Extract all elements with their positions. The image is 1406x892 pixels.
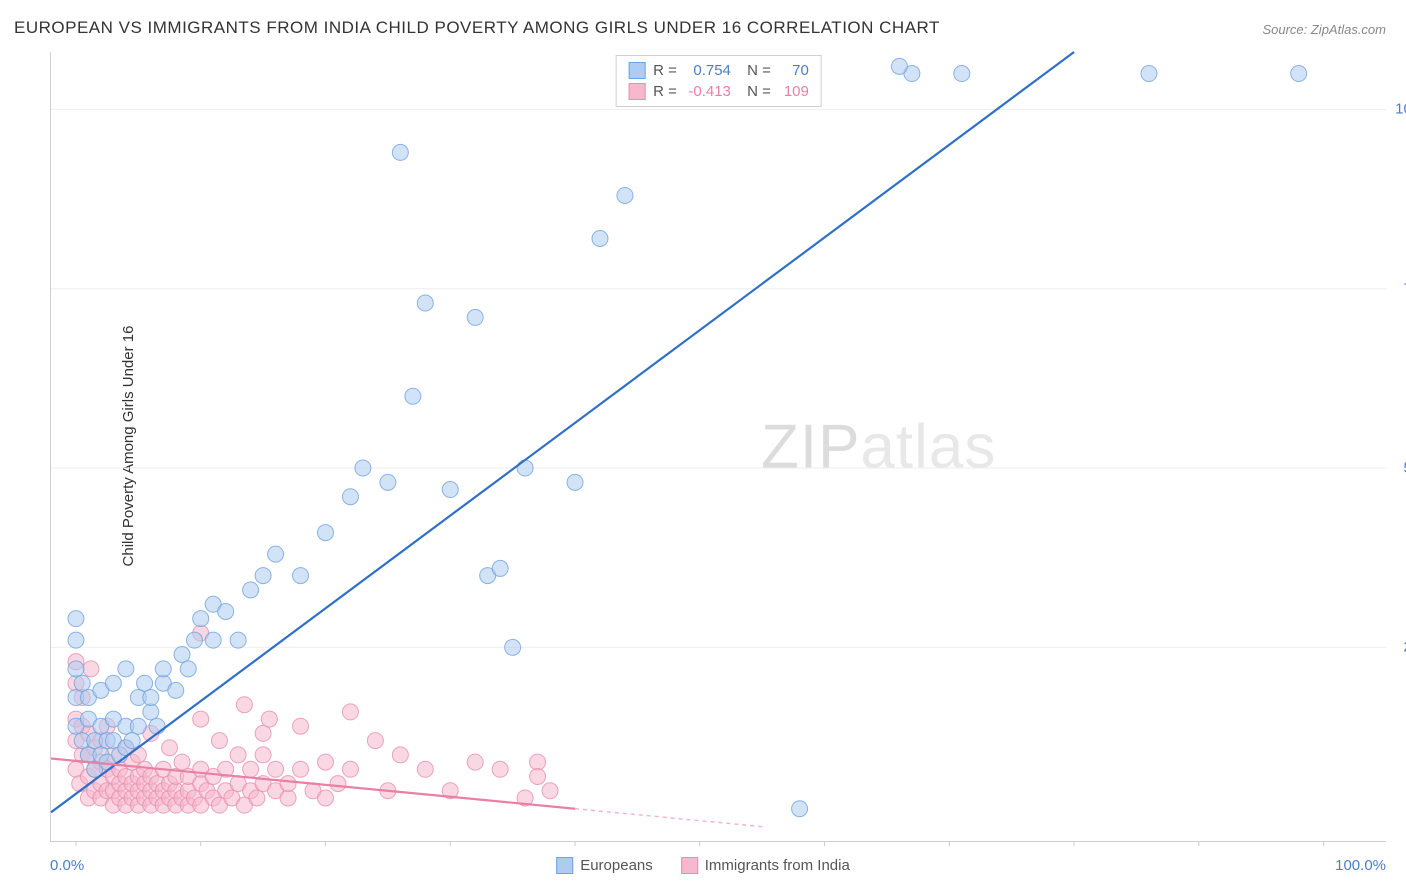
legend-label-india: Immigrants from India (705, 857, 850, 874)
stats-swatch-pink (628, 83, 645, 100)
n-label: N = (747, 60, 771, 81)
chart-container: EUROPEAN VS IMMIGRANTS FROM INDIA CHILD … (0, 0, 1406, 892)
n-label-2: N = (747, 81, 771, 102)
r-label: R = (653, 60, 677, 81)
stats-row-europeans: R = 0.754 N = 70 (628, 60, 809, 81)
r-value-europeans: 0.754 (683, 60, 731, 81)
legend-item-india: Immigrants from India (681, 857, 850, 874)
x-axis-min-label: 0.0% (50, 857, 84, 874)
plot-area: ZIPatlas R = 0.754 N = 70 R = -0.413 N =… (50, 52, 1386, 842)
source-value: ZipAtlas.com (1311, 22, 1386, 37)
chart-title: EUROPEAN VS IMMIGRANTS FROM INDIA CHILD … (14, 18, 940, 38)
r-label-2: R = (653, 81, 677, 102)
legend-item-europeans: Europeans (556, 857, 653, 874)
source-label: Source: (1262, 22, 1310, 37)
n-value-europeans: 70 (777, 60, 809, 81)
source-attribution: Source: ZipAtlas.com (1262, 22, 1386, 37)
stats-row-india: R = -0.413 N = 109 (628, 81, 809, 102)
r-value-india: -0.413 (683, 81, 731, 102)
stats-legend: R = 0.754 N = 70 R = -0.413 N = 109 (615, 55, 822, 107)
legend-swatch-pink (681, 857, 698, 874)
n-value-india: 109 (777, 81, 809, 102)
chart-svg (51, 52, 1386, 841)
legend-label-europeans: Europeans (580, 857, 653, 874)
y-tick-label: 100.0% (1395, 101, 1406, 118)
x-axis-max-label: 100.0% (1335, 857, 1386, 874)
legend-swatch-blue (556, 857, 573, 874)
legend-bottom: Europeans Immigrants from India (556, 857, 850, 874)
stats-swatch-blue (628, 62, 645, 79)
